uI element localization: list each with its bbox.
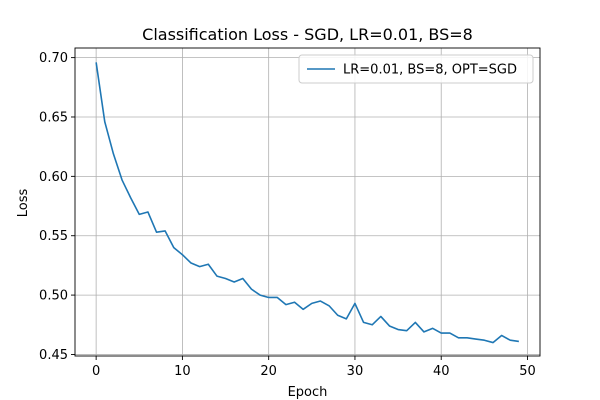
y-tick-label: 0.65 bbox=[39, 110, 68, 125]
y-axis-label: Loss bbox=[16, 189, 31, 218]
y-tick-label: 0.55 bbox=[39, 229, 68, 244]
grid bbox=[75, 48, 540, 356]
x-tick-label: 50 bbox=[519, 364, 536, 379]
x-tick-label: 0 bbox=[92, 364, 100, 379]
chart-title: Classification Loss - SGD, LR=0.01, BS=8 bbox=[142, 25, 473, 44]
legend-box bbox=[298, 54, 534, 84]
y-tick-label: 0.45 bbox=[39, 348, 68, 363]
x-tick-label: 20 bbox=[260, 364, 277, 379]
x-axis-label: Epoch bbox=[288, 385, 328, 400]
x-tick-label: 40 bbox=[433, 364, 450, 379]
y-tick-label: 0.70 bbox=[39, 51, 68, 66]
legend-label: LR=0.01, BS=8, OPT=SGD bbox=[343, 63, 517, 78]
y-tick-label: 0.50 bbox=[39, 289, 68, 304]
series-layer bbox=[95, 62, 519, 344]
x-tick-label: 10 bbox=[174, 364, 191, 379]
plot-frame bbox=[74, 47, 541, 357]
axis-ticks: 0 10 20 30 40 50 0.45 0.50 0.55 0.60 0.65 0.70 bbox=[39, 51, 536, 379]
legend: LR=0.01, BS=8, OPT=SGD bbox=[298, 54, 534, 84]
y-tick-label: 0.60 bbox=[39, 170, 68, 185]
x-tick-label: 30 bbox=[347, 364, 364, 379]
series-line bbox=[95, 62, 519, 344]
